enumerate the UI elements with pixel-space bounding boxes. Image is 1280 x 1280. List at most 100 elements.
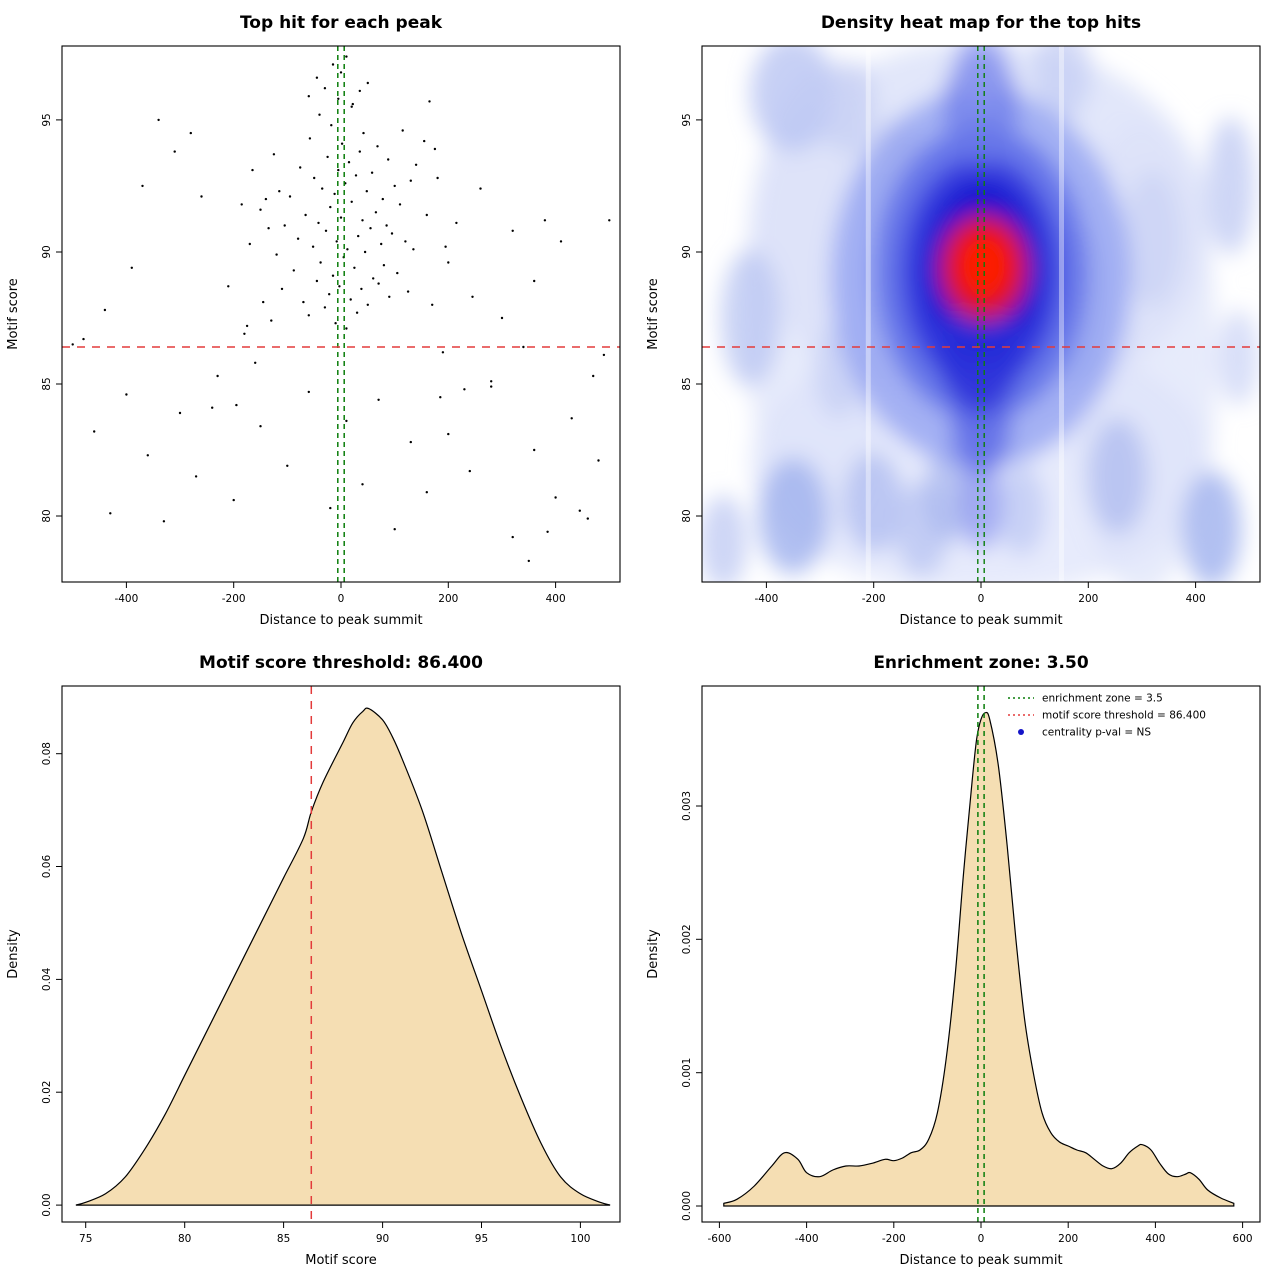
data-point	[270, 319, 273, 322]
points-layer	[71, 55, 611, 563]
data-point	[393, 184, 396, 188]
data-point	[200, 195, 203, 198]
data-point	[447, 261, 450, 264]
x-tick-label: -200	[862, 593, 886, 605]
data-point	[315, 279, 319, 283]
data-point	[543, 219, 547, 222]
data-point	[267, 227, 270, 230]
data-point	[522, 345, 525, 349]
data-point	[390, 232, 394, 235]
density-area	[723, 712, 1234, 1206]
data-point	[283, 224, 286, 227]
density-blob	[1218, 310, 1259, 406]
data-point	[350, 105, 353, 108]
y-tick-label: 85	[41, 377, 53, 390]
x-tick-label: 400	[546, 593, 566, 605]
y-tick-label: 90	[681, 245, 693, 258]
data-point	[357, 234, 360, 238]
data-point	[235, 403, 238, 407]
x-tick-label: 75	[79, 1233, 92, 1245]
data-point	[393, 528, 396, 531]
data-point	[307, 314, 310, 317]
plot-box	[61, 45, 621, 583]
data-point	[366, 303, 369, 306]
data-point	[404, 240, 407, 243]
data-point	[554, 496, 557, 499]
y-tick-label: 0.00	[41, 1193, 53, 1216]
y-axis-label: Motif score	[646, 278, 661, 350]
x-tick-label: 200	[1078, 593, 1098, 605]
data-point	[339, 71, 343, 74]
density-blob	[959, 455, 1003, 551]
density-blob	[1206, 117, 1255, 255]
chart-title-motif-score-density: Motif score threshold: 86.400	[199, 653, 483, 673]
data-point	[500, 316, 504, 320]
data-point	[479, 187, 482, 190]
chart-title-heatmap: Density heat map for the top hits	[820, 13, 1142, 33]
data-point	[251, 168, 254, 172]
data-point	[243, 332, 246, 335]
data-point	[240, 203, 243, 206]
data-point	[339, 216, 343, 219]
data-point	[353, 266, 356, 269]
data-point	[313, 176, 316, 180]
data-point	[338, 285, 341, 288]
data-point	[245, 324, 249, 328]
data-point	[362, 131, 365, 135]
panel-density-distance: -600 -400 -200 0 200 400 600 0.000 0.001 0.002 0.0…	[640, 640, 1280, 1280]
data-point	[307, 390, 310, 394]
x-tick-label: 85	[277, 1233, 290, 1245]
data-point	[376, 145, 379, 148]
data-point	[396, 271, 399, 275]
data-point	[317, 221, 320, 225]
data-point	[315, 76, 319, 79]
data-point	[308, 137, 312, 140]
data-point	[374, 211, 378, 214]
legend-sample-point	[1018, 729, 1024, 735]
data-point	[302, 300, 305, 304]
data-point	[377, 282, 380, 285]
legend-label: enrichment zone = 3.5	[1042, 693, 1163, 705]
data-point	[490, 380, 493, 383]
data-point	[372, 277, 375, 280]
x-tick-label: -400	[795, 1233, 819, 1245]
panel-density-motif-score: 75 80 85 90 95 100 0.00 0.02 0.04 0.06 0.08 Motif s…	[0, 640, 640, 1280]
data-point	[533, 448, 536, 452]
data-point	[125, 393, 128, 396]
y-tick-label: 0.06	[41, 855, 53, 879]
y-tick-label: 0.003	[681, 791, 693, 821]
y-tick-label: 95	[41, 113, 53, 126]
data-point	[409, 440, 412, 444]
data-point	[278, 190, 281, 193]
x-tick-label: -400	[754, 593, 778, 605]
motif-score-density-plot: 75 80 85 90 95 100 0.00 0.02 0.04 0.06 0.08 Motif s…	[6, 685, 621, 1268]
data-point	[292, 269, 295, 272]
density-blob	[750, 46, 837, 152]
y-axis-label: Density	[646, 929, 661, 979]
density-blob	[1123, 170, 1183, 308]
data-point	[444, 245, 447, 248]
data-point	[321, 187, 324, 190]
data-point	[331, 63, 335, 66]
data-point	[388, 295, 391, 298]
data-point	[381, 197, 384, 201]
data-point	[471, 295, 474, 298]
density-blob	[702, 494, 748, 582]
data-point	[511, 229, 514, 232]
data-point	[345, 327, 348, 330]
x-tick-label: 100	[570, 1233, 590, 1245]
data-point	[329, 506, 332, 510]
data-point	[361, 483, 364, 486]
scatter-plot: -400 -200 0 200 400 80 85 90 95 Distance to peak …	[6, 45, 621, 628]
legend-label: centrality p-val = NS	[1042, 727, 1151, 739]
data-point	[248, 242, 251, 246]
data-point	[93, 430, 96, 433]
data-point	[468, 469, 471, 473]
density-gap	[1059, 46, 1064, 582]
data-point	[272, 153, 276, 156]
data-point	[361, 219, 364, 222]
data-point	[463, 388, 466, 391]
data-point	[431, 303, 434, 306]
chart-title-scatter: Top hit for each peak	[239, 13, 443, 33]
